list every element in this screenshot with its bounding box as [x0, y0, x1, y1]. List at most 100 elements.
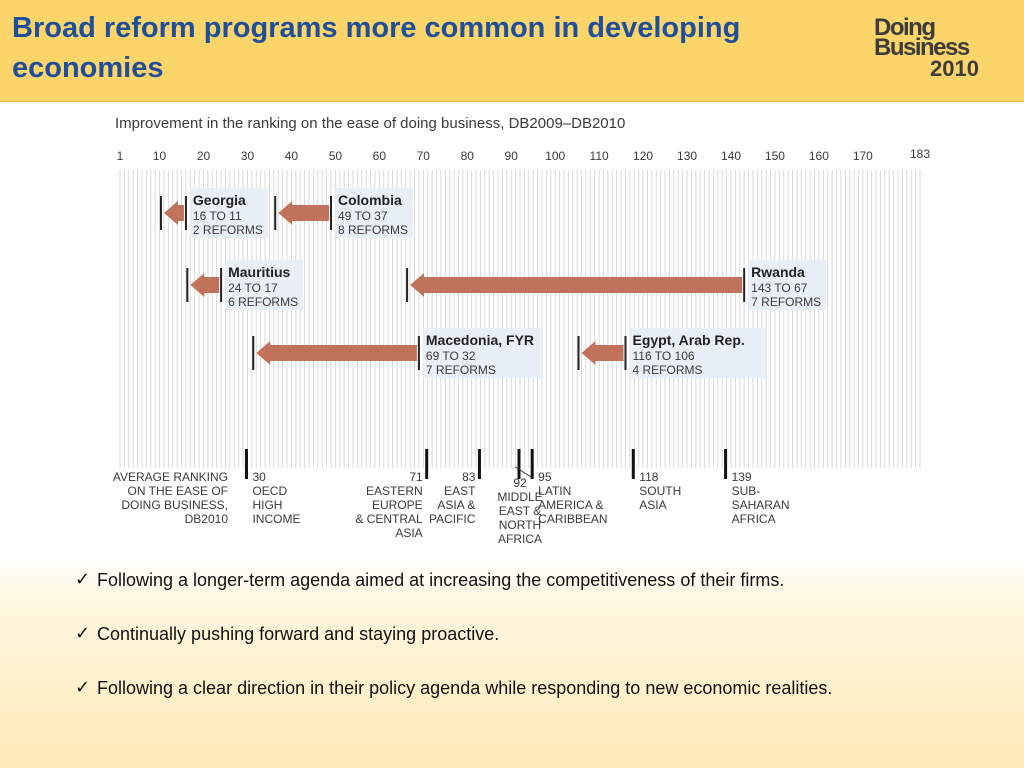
region-name-label: INCOME — [252, 512, 300, 526]
economy-rank-change: 143 TO 67 — [751, 281, 808, 295]
region-name-label: LATIN — [538, 484, 571, 498]
bullet-item: ✓ Following a clear direction in their p… — [75, 676, 975, 700]
region-name-label: ASIA & — [437, 498, 475, 512]
region-name-label: PACIFIC — [429, 512, 476, 526]
logo-line-3: 2010 — [930, 56, 979, 81]
logo-line-1: Doing — [874, 14, 936, 41]
region-name-label: EAST & — [499, 504, 541, 518]
economy-rank-change: 24 TO 17 — [228, 281, 278, 295]
x-tick-label: 60 — [373, 149, 387, 163]
ranking-arrow — [581, 341, 624, 365]
x-tick-label: 50 — [329, 149, 343, 163]
region-rank-label: 95 — [538, 470, 552, 484]
ranking-arrow — [278, 201, 329, 225]
x-tick-label: 160 — [809, 149, 829, 163]
economy-name: Rwanda — [751, 264, 805, 280]
region-name-label: SOUTH — [639, 484, 681, 498]
bullet-list: ✓ Following a longer-term agenda aimed a… — [75, 568, 975, 730]
region-name-label: OECD — [252, 484, 287, 498]
economy-name: Macedonia, FYR — [426, 332, 534, 348]
economy-name: Georgia — [193, 192, 246, 208]
region-name-label: SUB- — [732, 484, 761, 498]
region-name-label: MIDDLE — [497, 490, 542, 504]
region-rank-label: 92 — [513, 476, 527, 490]
region-name-label: EASTERN — [366, 484, 423, 498]
economy-rank-change: 69 TO 32 — [426, 349, 476, 363]
x-tick-label: 90 — [505, 149, 519, 163]
economy-rank-change: 116 TO 106 — [632, 349, 694, 363]
economy-rank-change: 16 TO 11 — [193, 209, 242, 223]
ranking-arrow — [256, 341, 417, 365]
region-name-label: & CENTRAL — [355, 512, 423, 526]
x-tick-label: 130 — [677, 149, 697, 163]
economy-label-box — [189, 188, 268, 238]
ranking-arrow — [410, 273, 743, 297]
x-tick-label: 1 — [117, 149, 124, 163]
x-tick-label: 80 — [461, 149, 475, 163]
slide-title: Broad reform programs more common in dev… — [12, 12, 741, 84]
region-name-label: ASIA — [395, 526, 422, 540]
region-name-label: AFRICA — [498, 532, 542, 546]
region-name-label: ASIA — [639, 498, 666, 512]
bullet-text: Following a longer-term agenda aimed at … — [97, 570, 785, 590]
x-tick-label: 150 — [765, 149, 785, 163]
economy-reforms-count: 4 REFORMS — [632, 363, 702, 377]
x-tick-label: 40 — [285, 149, 299, 163]
economy-reforms-count: 7 REFORMS — [751, 295, 821, 309]
region-name-label: EUROPE — [372, 498, 423, 512]
region-rank-label: 30 — [252, 470, 266, 484]
region-name-label: NORTH — [499, 518, 541, 532]
region-name-label: SAHARAN — [732, 498, 790, 512]
economy-name: Colombia — [338, 192, 402, 208]
x-tick-label: 120 — [633, 149, 653, 163]
average-ranking-label: DOING BUSINESS, — [121, 498, 228, 512]
economy-reforms-count: 8 REFORMS — [338, 223, 408, 237]
region-name-label: CARIBBEAN — [538, 512, 607, 526]
region-rank-label: 118 — [639, 470, 658, 484]
x-tick-label: 183 — [910, 147, 930, 161]
economy-reforms-count: 2 REFORMS — [193, 223, 263, 237]
x-tick-label: 30 — [241, 149, 255, 163]
doing-business-logo: Doing Business 2010 — [874, 14, 994, 81]
economy-name: Mauritius — [228, 264, 290, 280]
average-ranking-label: AVERAGE RANKING — [113, 470, 228, 484]
region-name-label: AFRICA — [732, 512, 776, 526]
bullet-item: ✓ Continually pushing forward and stayin… — [75, 622, 975, 646]
x-tick-label: 70 — [417, 149, 431, 163]
checkmark-icon: ✓ — [75, 677, 91, 698]
region-rank-label: 83 — [462, 470, 476, 484]
economy-rank-change: 49 TO 37 — [338, 209, 388, 223]
region-rank-label: 139 — [732, 470, 752, 484]
region-name-label: HIGH — [252, 498, 282, 512]
average-ranking-label: DB2010 — [185, 512, 229, 526]
x-tick-label: 170 — [853, 149, 873, 163]
average-ranking-label: ON THE EASE OF — [128, 484, 228, 498]
economy-label-box — [629, 328, 766, 378]
checkmark-icon: ✓ — [75, 623, 91, 644]
ranking-improvement-chart: Improvement in the ranking on the ease o… — [113, 115, 930, 546]
region-name-label: AMERICA & — [538, 498, 603, 512]
economy-label-box — [334, 188, 413, 238]
bullet-text: Continually pushing forward and staying … — [97, 624, 500, 644]
chart-title: Improvement in the ranking on the ease o… — [115, 115, 625, 132]
economy-name: Egypt, Arab Rep. — [632, 332, 744, 348]
economy-reforms-count: 6 REFORMS — [228, 295, 298, 309]
checkmark-icon: ✓ — [75, 569, 91, 590]
bullet-item: ✓ Following a longer-term agenda aimed a… — [75, 568, 975, 592]
ranking-arrow — [190, 273, 220, 297]
region-name-label: EAST — [444, 484, 476, 498]
economy-label-box — [748, 260, 827, 310]
x-tick-label: 10 — [153, 149, 167, 163]
region-rank-label: 71 — [409, 470, 423, 484]
ranking-arrow — [163, 201, 184, 225]
x-tick-label: 100 — [545, 149, 565, 163]
economy-label-box — [422, 328, 542, 378]
x-tick-label: 140 — [721, 149, 741, 163]
x-tick-label: 110 — [590, 149, 609, 163]
slide-header: Broad reform programs more common in dev… — [0, 0, 1024, 102]
economy-label-box — [225, 260, 304, 310]
economy-reforms-count: 7 REFORMS — [426, 363, 496, 377]
region-leader-line — [514, 466, 532, 478]
logo-line-2: Business — [874, 34, 970, 61]
bullet-text: Following a clear direction in their pol… — [97, 678, 833, 698]
